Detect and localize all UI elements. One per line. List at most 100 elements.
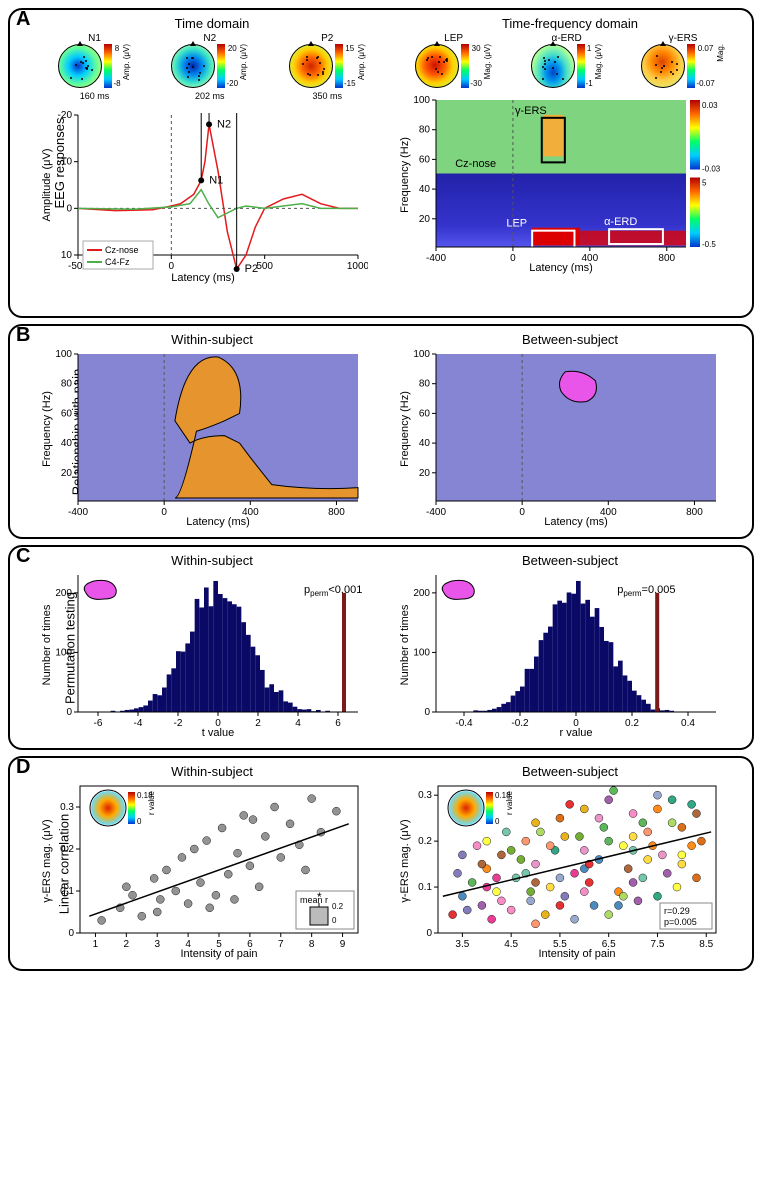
- svg-text:3: 3: [154, 939, 160, 950]
- svg-text:Frequency (Hz): Frequency (Hz): [399, 391, 411, 467]
- panel-letter-b: B: [16, 324, 30, 347]
- svg-text:0: 0: [66, 707, 72, 718]
- svg-text:2: 2: [255, 718, 261, 729]
- svg-text:40: 40: [61, 438, 73, 449]
- d-right-scatter: 0.180r value3.54.55.56.57.58.500.10.20.3…: [396, 781, 726, 961]
- svg-text:0: 0: [426, 928, 432, 939]
- svg-text:0.2: 0.2: [418, 836, 432, 847]
- panel-c: C Permutation testing Within-subject ppe…: [8, 545, 754, 750]
- c-left-title: Within-subject: [38, 553, 386, 568]
- svg-text:-0.03: -0.03: [702, 165, 721, 174]
- time-domain-topomaps: N18-8Amp. (μV)160 msN220-20Amp. (μV)202 …: [38, 33, 386, 101]
- svg-text:-400: -400: [426, 253, 446, 264]
- svg-text:60: 60: [419, 408, 431, 419]
- svg-text:60: 60: [419, 154, 431, 165]
- c-right-title: Between-subject: [396, 553, 744, 568]
- svg-text:C4-Fz: C4-Fz: [105, 257, 130, 267]
- svg-text:P2: P2: [245, 263, 258, 275]
- svg-text:Frequency (Hz): Frequency (Hz): [41, 391, 53, 467]
- svg-text:40: 40: [419, 184, 431, 195]
- svg-text:0: 0: [519, 507, 525, 518]
- svg-text:Latency (ms): Latency (ms): [529, 262, 593, 274]
- svg-text:1000: 1000: [347, 261, 368, 272]
- svg-text:20: 20: [419, 468, 431, 479]
- svg-text:α-ERD: α-ERD: [604, 216, 637, 228]
- time-domain-title: Time domain: [38, 16, 386, 31]
- panel-letter-a: A: [16, 8, 30, 31]
- svg-text:r value: r value: [559, 727, 592, 739]
- svg-text:0.2: 0.2: [60, 844, 74, 855]
- svg-text:7: 7: [278, 939, 284, 950]
- svg-text:pperm=0.005: pperm=0.005: [617, 584, 675, 598]
- svg-text:0: 0: [169, 261, 175, 272]
- svg-text:0.03: 0.03: [702, 101, 718, 110]
- b-left-title: Within-subject: [38, 332, 386, 347]
- svg-text:80: 80: [419, 379, 431, 390]
- svg-text:100: 100: [413, 349, 430, 360]
- svg-text:N1: N1: [209, 174, 223, 186]
- svg-text:-0.4: -0.4: [455, 718, 473, 729]
- d-right-title: Between-subject: [396, 764, 744, 779]
- svg-text:0: 0: [424, 707, 430, 718]
- svg-text:800: 800: [328, 507, 345, 518]
- panel-d: D Linear correlation Within-subject 0.18…: [8, 756, 754, 971]
- svg-text:Number of times: Number of times: [399, 604, 411, 685]
- svg-text:60: 60: [61, 408, 73, 419]
- svg-text:0: 0: [161, 507, 167, 518]
- svg-text:10: 10: [61, 250, 73, 261]
- panel-letter-c: C: [16, 545, 30, 568]
- svg-text:0.1: 0.1: [418, 882, 432, 893]
- svg-text:200: 200: [413, 588, 430, 599]
- svg-text:500: 500: [256, 261, 273, 272]
- svg-text:-400: -400: [68, 507, 88, 518]
- svg-text:r value: r value: [147, 790, 156, 815]
- svg-text:γ-ERS mag. (μV): γ-ERS mag. (μV): [399, 819, 411, 902]
- svg-text:0: 0: [495, 817, 500, 826]
- svg-text:0: 0: [137, 817, 142, 826]
- svg-text:Intensity of pain: Intensity of pain: [538, 948, 615, 960]
- svg-text:200: 200: [55, 588, 72, 599]
- svg-text:0.1: 0.1: [60, 886, 74, 897]
- svg-text:0.3: 0.3: [60, 802, 74, 813]
- svg-text:8.5: 8.5: [699, 939, 713, 950]
- svg-text:0: 0: [510, 253, 516, 264]
- svg-text:-4: -4: [134, 718, 143, 729]
- tf-domain-title: Time-frequency domain: [396, 16, 744, 31]
- svg-text:4: 4: [295, 718, 301, 729]
- svg-text:4.5: 4.5: [504, 939, 518, 950]
- tf-heatmap: γ-ERSLEPα-ERDCz-nose-4000400800204060801…: [396, 95, 736, 275]
- svg-text:Latency (ms): Latency (ms): [171, 272, 235, 284]
- svg-text:Amplitude (μV): Amplitude (μV): [41, 149, 53, 222]
- panel-b: B Relationship with pain Within-subject …: [8, 324, 754, 539]
- svg-text:0: 0: [68, 928, 74, 939]
- svg-text:mean r: mean r: [300, 895, 328, 905]
- svg-text:9: 9: [340, 939, 346, 950]
- d-left-title: Within-subject: [38, 764, 386, 779]
- waveform-plot: -50005001000-20-10010N1N2P2Cz-noseC4-FzL…: [38, 105, 368, 285]
- tf-topomaps: LEP30-30Mag. (μV)α-ERD1-1Mag. (μV)γ-ERS0…: [396, 33, 744, 91]
- svg-text:LEP: LEP: [506, 218, 527, 230]
- svg-text:100: 100: [55, 349, 72, 360]
- svg-text:3.5: 3.5: [455, 939, 469, 950]
- svg-text:20: 20: [419, 214, 431, 225]
- svg-text:N2: N2: [217, 118, 231, 130]
- svg-text:0.2: 0.2: [625, 718, 639, 729]
- svg-text:100: 100: [413, 647, 430, 658]
- svg-text:8: 8: [309, 939, 315, 950]
- d-left-scatter: 0.180r value12345678900.10.20.3Intensity…: [38, 781, 368, 961]
- svg-text:0.2: 0.2: [332, 902, 344, 911]
- svg-text:0.4: 0.4: [681, 718, 695, 729]
- svg-text:80: 80: [61, 379, 73, 390]
- svg-text:Cz-nose: Cz-nose: [105, 245, 139, 255]
- svg-text:r value: r value: [505, 790, 514, 815]
- svg-text:0.3: 0.3: [418, 790, 432, 801]
- svg-text:6: 6: [335, 718, 341, 729]
- svg-text:γ-ERS: γ-ERS: [515, 105, 547, 117]
- svg-text:5: 5: [702, 179, 707, 188]
- panel-a: A EEG responses Time domain N18-8Amp. (μ…: [8, 8, 754, 318]
- svg-text:-0.2: -0.2: [511, 718, 529, 729]
- b-right-plot: -400040080020406080100Latency (ms)Freque…: [396, 349, 726, 529]
- time-domain-col: Time domain N18-8Amp. (μV)160 msN220-20A…: [38, 16, 386, 308]
- svg-text:Cz-nose: Cz-nose: [455, 158, 496, 170]
- svg-text:1: 1: [93, 939, 99, 950]
